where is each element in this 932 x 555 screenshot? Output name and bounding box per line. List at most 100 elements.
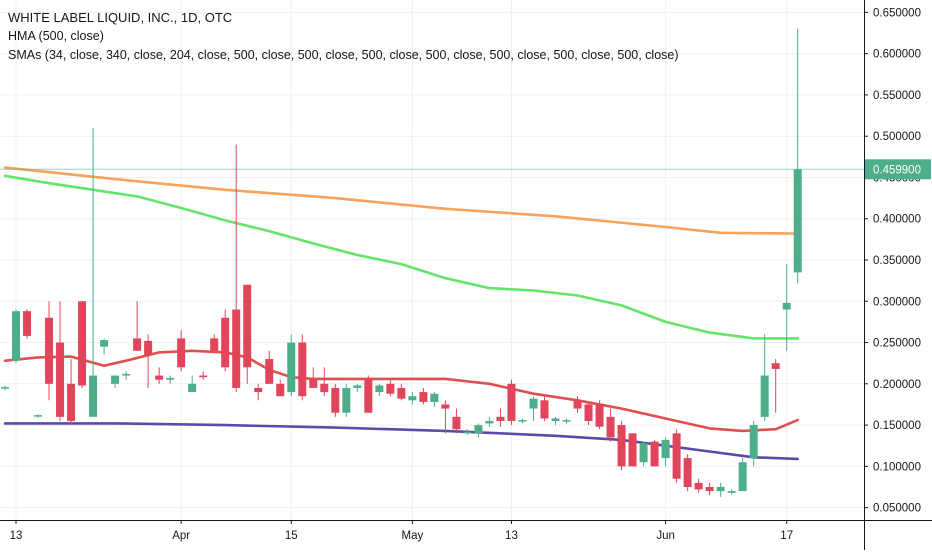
- candle-body: [628, 433, 637, 467]
- candle-down: [606, 408, 615, 442]
- candle-body: [595, 404, 604, 427]
- candle-body: [375, 385, 384, 393]
- time-tick-label: 13: [10, 530, 23, 542]
- candle-up: [760, 334, 769, 421]
- candle-body: [738, 462, 747, 492]
- candle-up: [716, 482, 725, 497]
- symbol-title[interactable]: WHITE LABEL LIQUID, INC., 1D, OTC: [8, 10, 233, 25]
- candle-body: [155, 375, 164, 380]
- moving-average-line-1: [3, 166, 800, 235]
- candle-down: [672, 429, 681, 483]
- price-tick-label: 0.500000: [873, 131, 921, 143]
- time-tick-label: 13: [505, 530, 518, 542]
- candle-up: [188, 375, 197, 393]
- candle-body: [1, 387, 9, 389]
- candle-body: [529, 398, 538, 409]
- candle-body: [243, 284, 252, 368]
- candle-body: [408, 396, 417, 401]
- candle-body: [188, 383, 197, 393]
- candle-body: [166, 378, 175, 380]
- candle-down: [232, 144, 241, 393]
- price-tick-label: 0.200000: [873, 379, 921, 391]
- candle-body: [584, 404, 593, 421]
- candle-up: [793, 28, 802, 284]
- candle-body: [518, 420, 527, 422]
- candle-up: [485, 416, 494, 427]
- candle-down: [617, 420, 626, 471]
- candle-body: [210, 338, 219, 351]
- candle-up: [342, 383, 351, 417]
- last-price-tag: 0.459900: [865, 159, 931, 180]
- candle-down: [133, 301, 142, 351]
- candle-up: [562, 418, 571, 424]
- candle-down: [243, 284, 252, 384]
- candle-up: [474, 423, 483, 438]
- candle-down: [441, 400, 450, 434]
- candle-body: [287, 342, 296, 393]
- candle-body: [386, 383, 395, 394]
- candle-down: [452, 408, 461, 434]
- candle-body: [430, 393, 439, 402]
- hma-indicator-label[interactable]: HMA (500, close): [8, 29, 104, 43]
- candle-up: [749, 420, 758, 467]
- candle-up: [1, 385, 9, 391]
- candle-up: [529, 396, 538, 421]
- moving-average-lines: [0, 166, 864, 461]
- candle-up: [353, 383, 362, 393]
- time-tick-label: Apr: [172, 530, 190, 542]
- candle-down: [78, 301, 87, 388]
- candle-up: [287, 334, 296, 397]
- candle-up: [738, 458, 747, 492]
- moving-average-line-4: [3, 422, 800, 461]
- candle-body: [199, 375, 208, 378]
- candle-down: [628, 433, 637, 467]
- price-tick-label: 0.050000: [873, 503, 921, 515]
- candle-body: [507, 383, 516, 421]
- candle-down: [309, 367, 318, 388]
- candle-body: [133, 338, 142, 351]
- candle-body: [672, 433, 681, 479]
- candle-body: [221, 317, 230, 368]
- time-tick-label: Jun: [656, 530, 675, 542]
- candle-body: [540, 400, 549, 419]
- price-tick-label: 0.250000: [873, 338, 921, 350]
- candle-down: [221, 309, 230, 372]
- candle-body: [683, 458, 692, 487]
- candle-body: [705, 486, 714, 492]
- candle-up: [430, 392, 439, 407]
- candle-down: [155, 367, 164, 384]
- smas-indicator-label[interactable]: SMAs (34, close, 340, close, 204, close,…: [8, 48, 679, 62]
- candle-body: [485, 420, 494, 424]
- candle-up: [166, 375, 175, 384]
- candle-body: [254, 387, 263, 393]
- candle-body: [298, 342, 307, 397]
- candle-body: [342, 387, 351, 413]
- price-tick-label: 0.300000: [873, 296, 921, 308]
- candle-body: [496, 416, 505, 421]
- candle-down: [67, 359, 76, 426]
- candle-body: [606, 416, 615, 438]
- candle-down: [507, 379, 516, 426]
- candle-body: [364, 379, 373, 413]
- candle-body: [463, 431, 472, 434]
- time-tick-label: May: [402, 530, 424, 542]
- candle-up: [12, 309, 21, 364]
- time-tick-label: 17: [780, 530, 793, 542]
- candle-body: [89, 375, 98, 417]
- candle-body: [232, 309, 241, 388]
- candle-down: [320, 367, 329, 397]
- price-tick-label: 0.600000: [873, 49, 921, 61]
- candle-body: [441, 404, 450, 409]
- candle-up: [375, 383, 384, 397]
- candle-down: [771, 359, 780, 413]
- candle-up: [518, 418, 527, 424]
- candle-body: [100, 340, 109, 347]
- moving-average-line-2: [3, 174, 800, 340]
- candle-body: [573, 400, 582, 409]
- candle-body: [793, 169, 802, 273]
- candle-down: [144, 334, 153, 388]
- candle-body: [34, 415, 43, 417]
